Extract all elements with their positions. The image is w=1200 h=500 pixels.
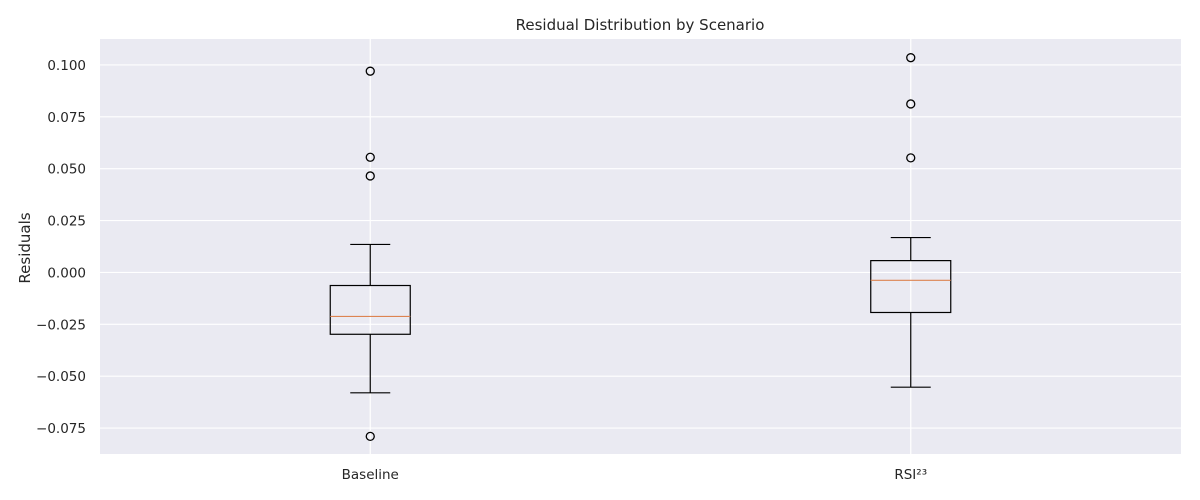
outlier-point (906, 153, 916, 163)
iqr-box (870, 260, 952, 314)
x-axis-categories: Baseline RSI²³ (342, 467, 928, 483)
box-group (870, 53, 952, 388)
outlier-point (365, 66, 375, 76)
boxplots (329, 53, 952, 442)
plot-background (100, 39, 1181, 454)
outlier-point (365, 171, 375, 181)
x-category-label: RSI²³ (894, 467, 927, 483)
y-tick-label: −0.050 (36, 369, 86, 385)
outlier-point (906, 53, 916, 63)
iqr-box (329, 284, 411, 335)
y-tick-label: 0.050 (47, 162, 86, 178)
y-axis-label: Residuals (16, 212, 34, 283)
y-axis-ticks: −0.075 −0.050 −0.025 0.000 0.025 0.050 0.075 0.… (36, 58, 86, 437)
chart-title: Residual Distribution by Scenario (516, 16, 765, 34)
y-tick-label: 0.025 (47, 214, 86, 230)
y-tick-label: −0.025 (36, 317, 86, 333)
outlier-point (365, 431, 375, 442)
y-tick-label: 0.075 (47, 110, 86, 126)
y-tick-label: 0.000 (47, 265, 86, 281)
outlier-point (365, 152, 375, 162)
box-group (329, 66, 411, 442)
outlier-point (906, 99, 916, 109)
y-tick-label: 0.100 (47, 58, 86, 74)
x-category-label: Baseline (342, 467, 399, 483)
y-tick-label: −0.075 (36, 421, 86, 437)
grid-lines (100, 39, 1181, 454)
